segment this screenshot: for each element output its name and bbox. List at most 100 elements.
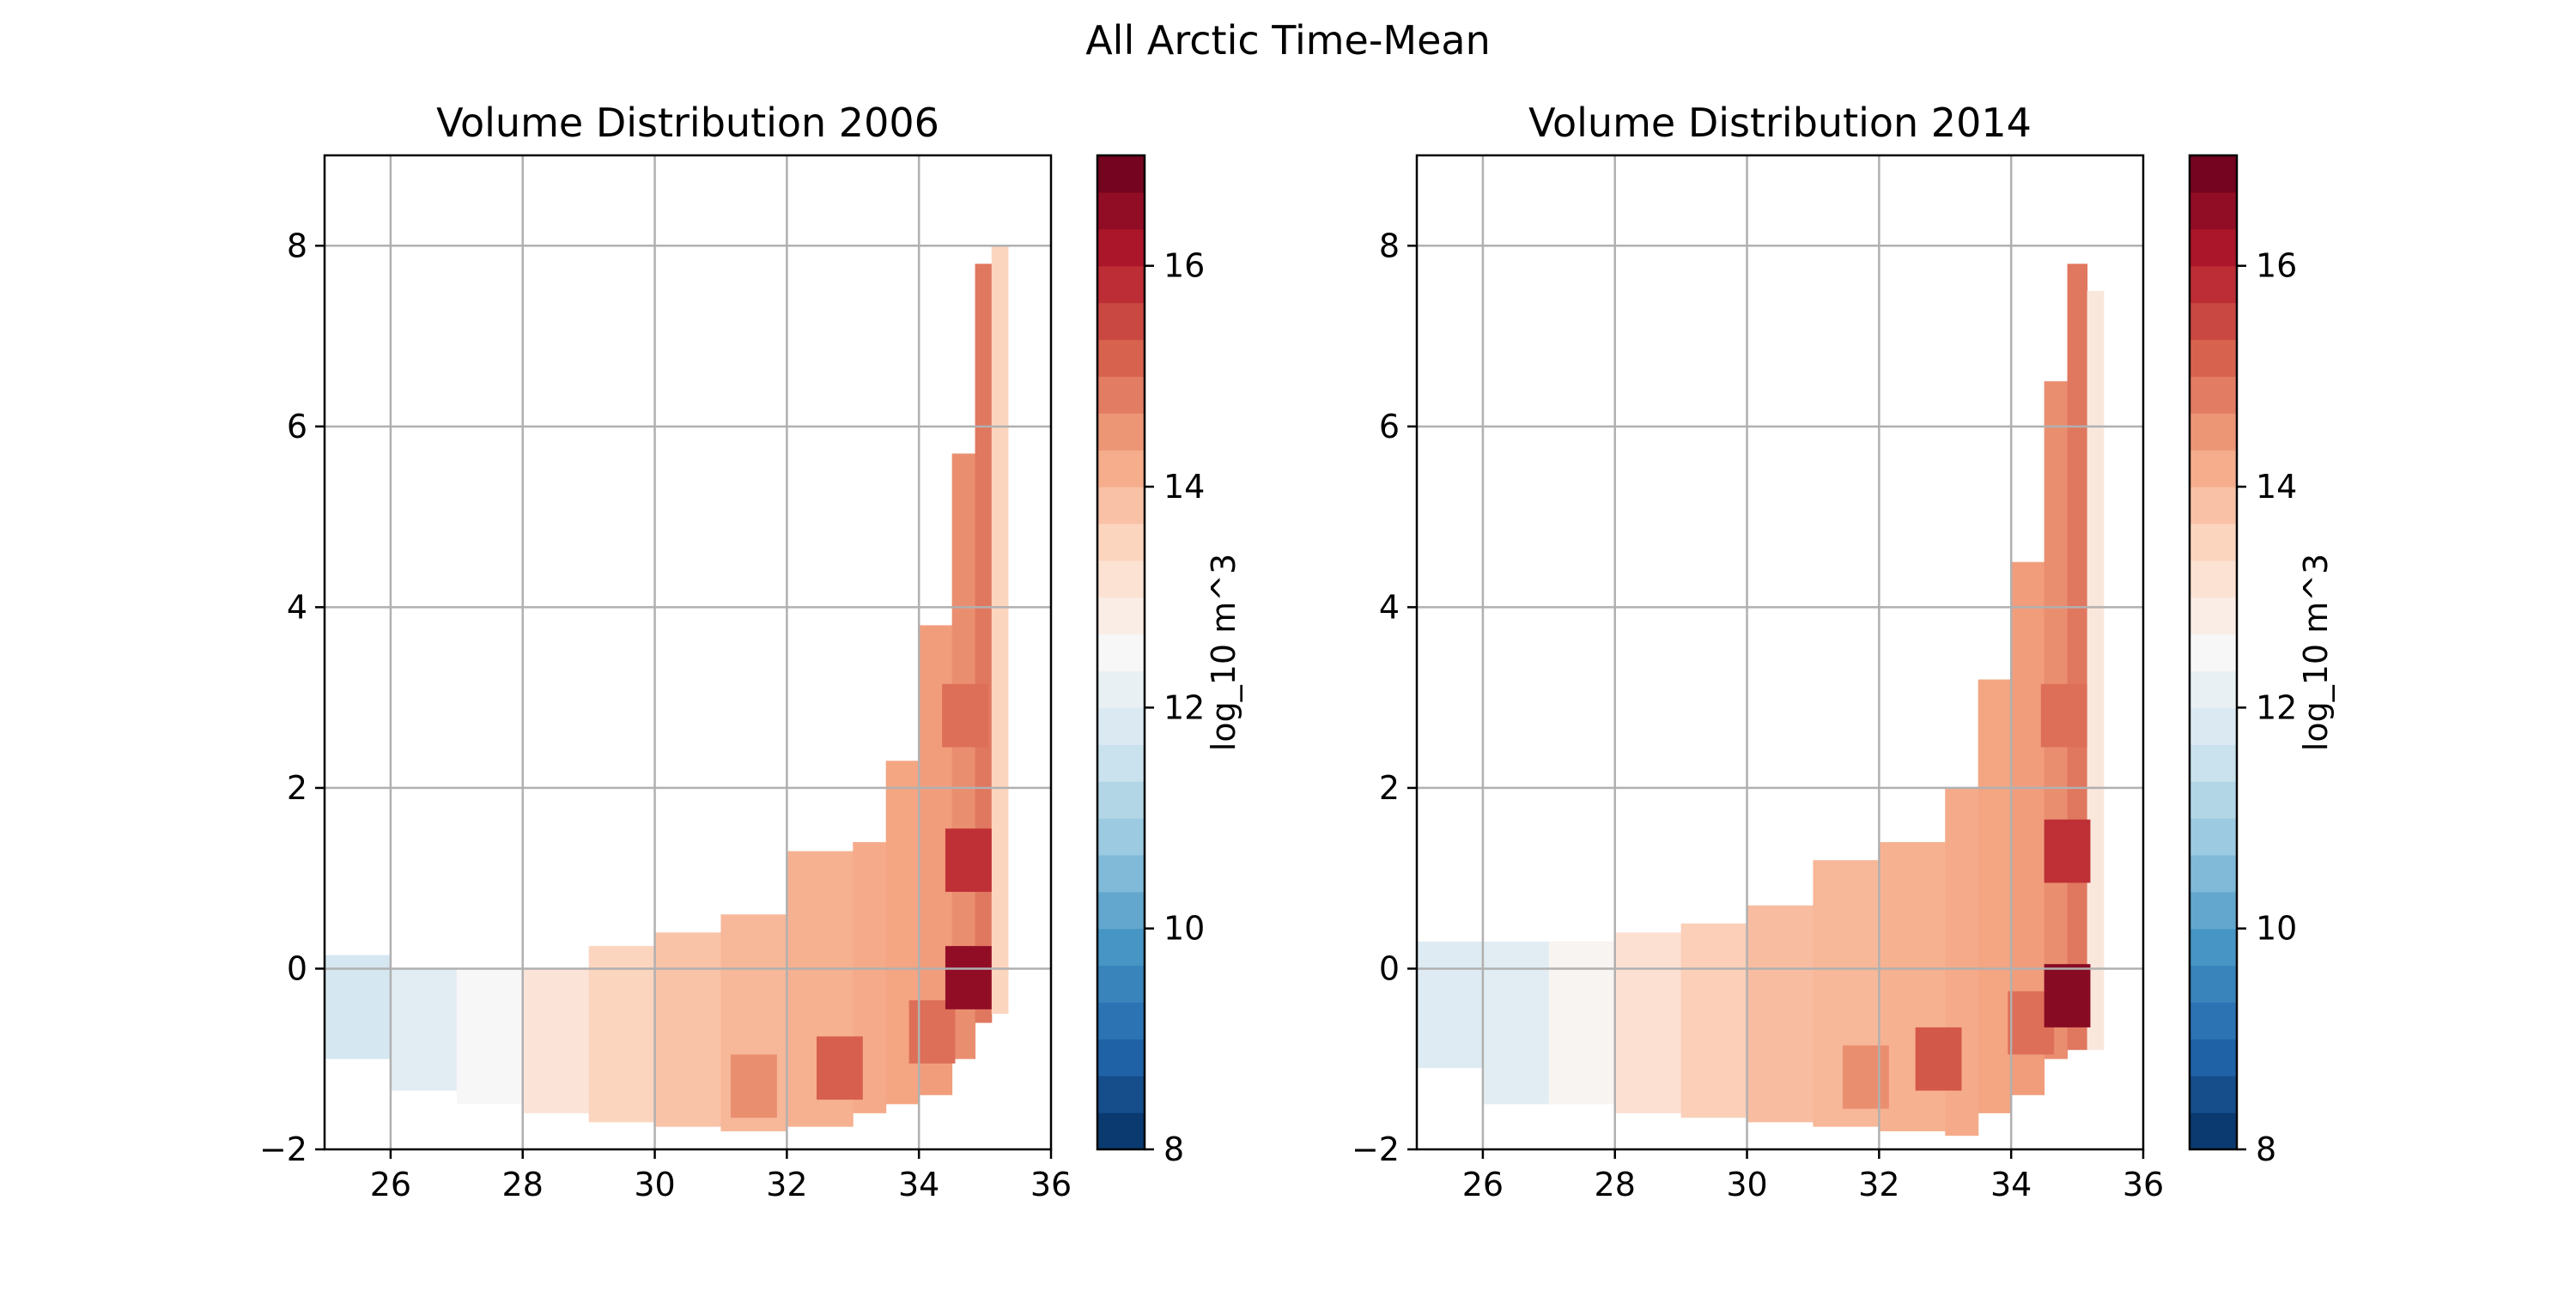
colorbar-segment bbox=[1097, 1112, 1145, 1150]
heatmap-cell bbox=[390, 968, 458, 1091]
colorbar-tick-label: 10 bbox=[2256, 910, 2297, 948]
heatmap-cell bbox=[1747, 905, 1814, 1123]
colorbar-segment bbox=[1097, 523, 1145, 561]
colorbar-segment bbox=[1097, 633, 1145, 672]
heatmap-cell bbox=[730, 1054, 777, 1118]
colorbar-segment bbox=[1097, 376, 1145, 414]
colorbar-segment bbox=[1097, 302, 1145, 341]
colorbar-segment bbox=[1097, 191, 1145, 230]
y-tick-label: −2 bbox=[1352, 1130, 1400, 1168]
colorbar-segment bbox=[1097, 265, 1145, 304]
colorbar-segment bbox=[2190, 265, 2237, 304]
colorbar-segment bbox=[1097, 854, 1145, 893]
x-tick-label: 28 bbox=[1595, 1166, 1636, 1203]
heatmap-cell bbox=[975, 264, 993, 1023]
colorbar-segment bbox=[2190, 523, 2237, 561]
heatmap-cell bbox=[2044, 964, 2091, 1027]
colorbar-segment bbox=[2190, 928, 2237, 967]
heatmap-cell bbox=[945, 946, 992, 1009]
colorbar-segment bbox=[2190, 1076, 2237, 1113]
colorbar-segment bbox=[1097, 818, 1145, 856]
y-tick-label: 2 bbox=[1379, 769, 1400, 807]
colorbar-segment bbox=[1097, 965, 1145, 1003]
colorbar-tick-label: 12 bbox=[2256, 688, 2297, 726]
grid-lines bbox=[325, 155, 1051, 1149]
heatmap-cell bbox=[945, 828, 992, 892]
colorbar-segment bbox=[2190, 633, 2237, 672]
colorbar-tick-label: 14 bbox=[2256, 468, 2297, 506]
colorbar-segment bbox=[1097, 1002, 1145, 1039]
colorbar-segment bbox=[2190, 818, 2237, 856]
y-tick-label: 2 bbox=[287, 769, 307, 807]
heatmap-cell bbox=[1482, 941, 1550, 1105]
x-tick-label: 26 bbox=[1462, 1166, 1504, 1203]
x-tick-label: 26 bbox=[370, 1166, 411, 1203]
colorbar-segment bbox=[1097, 1039, 1145, 1076]
colorbar-segment bbox=[2190, 450, 2237, 488]
colorbar-segment bbox=[1097, 707, 1145, 745]
colorbar-segment bbox=[2190, 670, 2237, 708]
x-tick-label: 30 bbox=[1726, 1166, 1767, 1203]
colorbar-segment bbox=[1097, 670, 1145, 708]
colorbar-segment bbox=[1097, 560, 1145, 598]
colorbar-segment bbox=[2190, 965, 2237, 1003]
x-tick-label: 32 bbox=[1858, 1166, 1899, 1203]
colorbar-segment bbox=[2190, 228, 2237, 267]
x-tick-label: 32 bbox=[766, 1166, 807, 1203]
colorbar-segment bbox=[2190, 744, 2237, 782]
colorbar-segment bbox=[1097, 891, 1145, 930]
colorbar-segment bbox=[1097, 744, 1145, 782]
colorbar-segment bbox=[2190, 487, 2237, 524]
y-tick-label: 6 bbox=[1379, 408, 1400, 445]
y-tick-label: −2 bbox=[259, 1130, 307, 1168]
heatmap-cell bbox=[1614, 932, 1682, 1113]
panel-title: Volume Distribution 2006 bbox=[436, 100, 939, 146]
heatmap-cell bbox=[588, 946, 656, 1123]
colorbar-segment bbox=[1097, 487, 1145, 524]
colorbar-segment bbox=[2190, 707, 2237, 745]
colorbar: 8 10 12 14 16 log_10 m^3 bbox=[1096, 154, 1242, 1168]
colorbar-segment bbox=[2190, 1039, 2237, 1076]
heatmap-cell bbox=[1548, 941, 1616, 1105]
y-tick-label: 0 bbox=[287, 949, 307, 987]
colorbar-segment bbox=[1097, 339, 1145, 377]
colorbar-segment bbox=[2190, 191, 2237, 230]
colorbar-segment bbox=[1097, 228, 1145, 267]
y-tick-label: 8 bbox=[1379, 227, 1400, 264]
colorbar-segment bbox=[1097, 928, 1145, 967]
colorbar-segment bbox=[2190, 1002, 2237, 1039]
heatmap-cell bbox=[456, 968, 524, 1105]
colorbar-segment bbox=[2190, 854, 2237, 893]
x-tick-label: 36 bbox=[2123, 1166, 2164, 1203]
x-tick-label: 34 bbox=[1990, 1166, 2032, 1203]
heatmap-cell bbox=[1915, 1027, 1962, 1091]
heatmap-cell bbox=[1843, 1045, 1889, 1109]
colorbar-segment bbox=[1097, 413, 1145, 451]
panel-title: Volume Distribution 2014 bbox=[1528, 100, 2032, 146]
x-tick-label: 30 bbox=[634, 1166, 675, 1203]
colorbar-segment bbox=[2190, 560, 2237, 598]
y-tick-label: 8 bbox=[287, 227, 307, 264]
heatmap-cell bbox=[942, 683, 988, 748]
axes-frame bbox=[1415, 154, 2145, 1151]
colorbar-segment bbox=[2190, 891, 2237, 930]
colorbar-label: log_10 m^3 bbox=[2297, 554, 2335, 751]
heatmap-cell bbox=[325, 955, 392, 1059]
colorbar-segment bbox=[1097, 155, 1145, 193]
x-tick-label: 34 bbox=[898, 1166, 939, 1203]
colorbar-frame bbox=[2188, 154, 2239, 1151]
heatmap-cell bbox=[2040, 683, 2087, 748]
heatmap-cell bbox=[908, 1000, 956, 1064]
grid-lines bbox=[1417, 155, 2143, 1149]
colorbar-segment bbox=[1097, 1076, 1145, 1113]
colorbar-segment bbox=[2190, 597, 2237, 635]
figure-suptitle: All Arctic Time-Mean bbox=[1085, 17, 1491, 64]
colorbar-segment bbox=[2190, 376, 2237, 414]
colorbar-segment bbox=[2190, 413, 2237, 451]
heatmap-cells bbox=[325, 245, 1009, 1131]
colorbar-segment bbox=[2190, 155, 2237, 193]
heatmap-cell bbox=[2044, 819, 2091, 883]
